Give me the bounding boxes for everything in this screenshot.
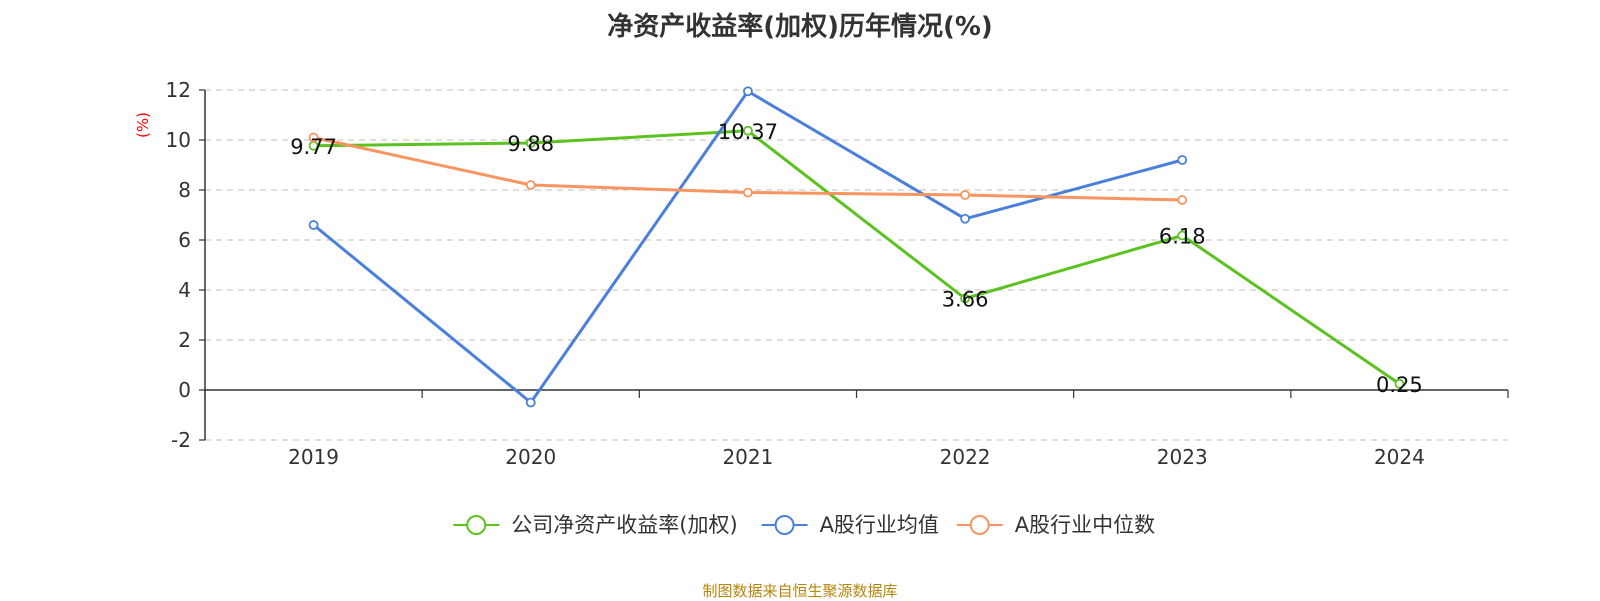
data-point — [743, 187, 753, 198]
x-tick-label: 2023 — [1157, 445, 1208, 469]
data-label: 6.18 — [1159, 225, 1206, 249]
x-tick-label: 2024 — [1374, 445, 1425, 469]
data-point — [960, 293, 970, 304]
data-point — [308, 132, 319, 143]
x-tick-label: 2019 — [288, 445, 339, 469]
data-point — [960, 213, 970, 224]
data-label: 9.77 — [290, 135, 337, 159]
data-point — [525, 397, 536, 408]
y-tick-label: 12 — [166, 78, 191, 102]
data-point — [743, 86, 753, 97]
y-tick-label: -2 — [171, 428, 191, 452]
chart-title: 净资产收益率(加权)历年情况(%) — [607, 12, 993, 42]
y-tick-label: 0 — [178, 378, 191, 402]
y-tick-label: 10 — [166, 128, 191, 152]
x-tick-label: 2020 — [505, 445, 556, 469]
data-point — [1394, 378, 1405, 389]
data-point — [1177, 230, 1188, 241]
x-tick-label: 2021 — [722, 445, 773, 469]
y-tick-label: 4 — [178, 278, 191, 302]
data-point — [1177, 195, 1188, 205]
legend-label: 公司净资产收益率(加权) — [511, 513, 737, 537]
y-axis-unit: (%) — [134, 112, 152, 138]
data-label: 3.66 — [942, 288, 989, 312]
legend-marker-icon — [969, 515, 990, 535]
y-tick-label: 6 — [178, 228, 191, 252]
x-tick-label: 2022 — [940, 445, 991, 469]
legend-marker-icon — [774, 515, 795, 535]
data-point — [960, 190, 970, 200]
data-point — [525, 138, 536, 148]
data-point — [308, 220, 319, 230]
data-label: 0.25 — [1376, 373, 1423, 397]
y-tick-label: 8 — [178, 178, 191, 202]
data-label: 9.88 — [507, 132, 554, 156]
series-line-0 — [313, 129, 1401, 386]
data-point — [1177, 155, 1188, 165]
legend-label: A股行业均值 — [820, 513, 939, 537]
data-source-footer: 制图数据来自恒生聚源数据库 — [702, 582, 898, 600]
legend-marker-icon — [466, 515, 487, 535]
data-point — [743, 125, 753, 136]
data-label: 10.37 — [718, 120, 778, 144]
data-point — [525, 180, 536, 190]
legend-label: A股行业中位数 — [1015, 513, 1155, 537]
y-tick-label: 2 — [178, 328, 191, 352]
